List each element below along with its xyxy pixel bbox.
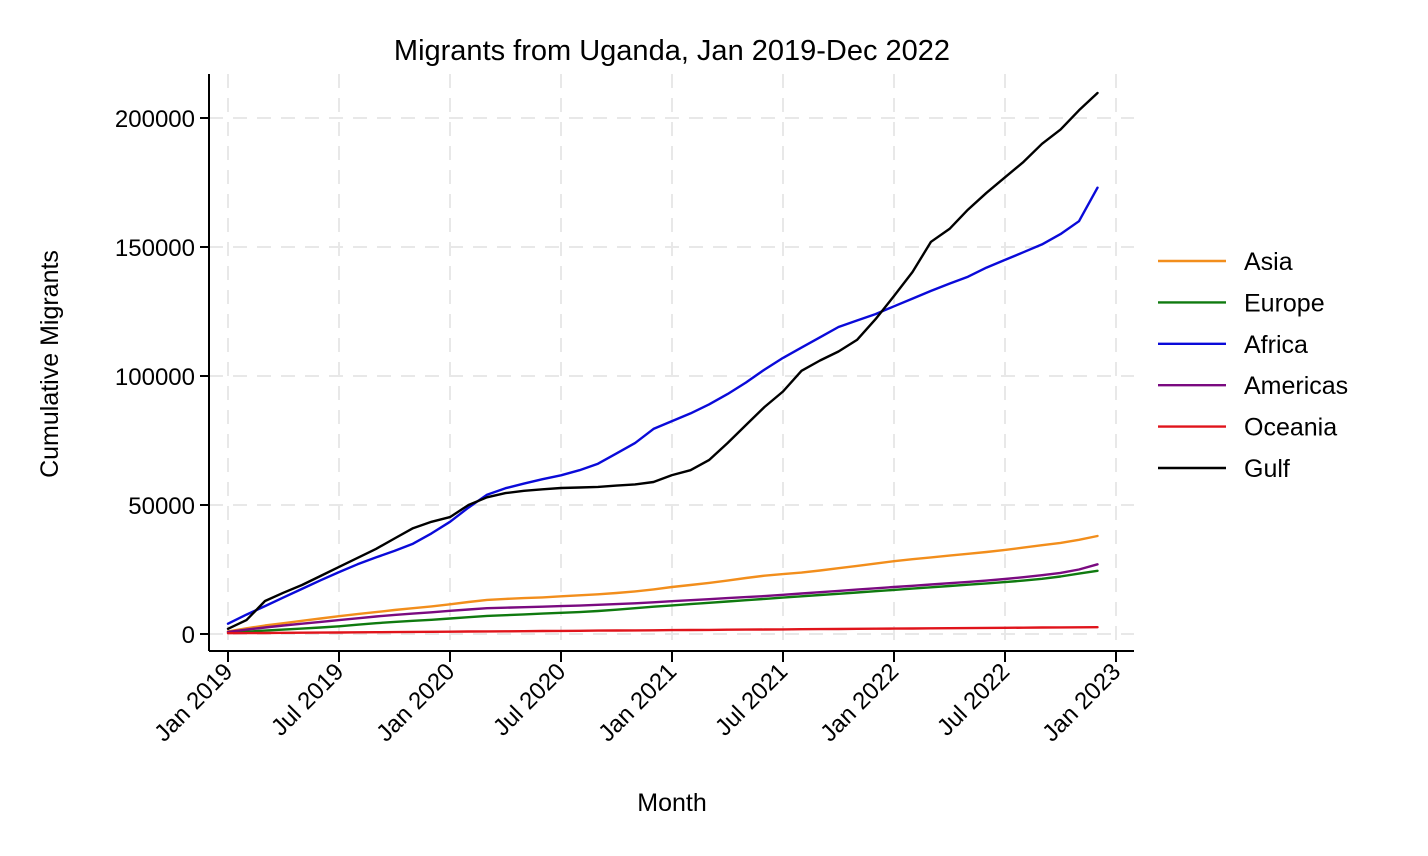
legend-item-asia: Asia — [1158, 248, 1293, 276]
y-tick-label: 200000 — [115, 106, 195, 133]
x-tick-label: Jan 2023 — [1037, 658, 1126, 747]
x-tick-label: Jan 2022 — [815, 658, 904, 747]
legend-label: Africa — [1244, 331, 1308, 359]
x-tick-label: Jan 2020 — [371, 658, 460, 747]
legend-item-americas: Americas — [1158, 372, 1348, 400]
x-tick-label: Jul 2021 — [710, 658, 793, 741]
legend-item-oceania: Oceania — [1158, 414, 1337, 442]
legend-label: Europe — [1244, 289, 1325, 317]
legend: Asia Europe Africa Americas Oceania Gulf — [1158, 248, 1348, 483]
series-line-gulf — [226, 91, 1099, 630]
series-line-africa — [226, 186, 1099, 625]
x-axis-ticks: Jan 2019 Jul 2019 Jan 2020 Jul 2020 Jan 2021… — [149, 651, 1126, 747]
legend-label: Asia — [1244, 248, 1293, 276]
legend-item-africa: Africa — [1158, 331, 1308, 359]
legend-item-gulf: Gulf — [1158, 455, 1290, 483]
legend-label: Gulf — [1244, 455, 1290, 483]
x-tick-label: Jul 2020 — [488, 658, 571, 741]
series-lines — [226, 91, 1099, 635]
series-line-americas — [226, 563, 1099, 634]
y-axis-ticks: 0 50000 100000 150000 200000 — [115, 106, 209, 649]
x-tick-label: Jul 2019 — [266, 658, 349, 741]
series-line-oceania — [226, 626, 1099, 635]
y-tick-label: 0 — [182, 622, 195, 649]
gridlines — [209, 74, 1134, 651]
y-tick-label: 50000 — [128, 493, 195, 520]
series-line-europe — [226, 569, 1099, 634]
x-axis-title: Month — [637, 789, 706, 817]
chart-title: Migrants from Uganda, Jan 2019-Dec 2022 — [394, 35, 950, 67]
y-tick-label: 100000 — [115, 364, 195, 391]
x-tick-label: Jul 2022 — [932, 658, 1015, 741]
x-tick-label: Jan 2019 — [149, 658, 238, 747]
legend-label: Oceania — [1244, 414, 1337, 442]
series-line-asia — [226, 534, 1099, 633]
legend-label: Americas — [1244, 372, 1348, 400]
legend-item-europe: Europe — [1158, 289, 1325, 317]
x-tick-label: Jan 2021 — [593, 658, 682, 747]
y-tick-label: 150000 — [115, 235, 195, 262]
y-axis-title: Cumulative Migrants — [36, 250, 64, 478]
